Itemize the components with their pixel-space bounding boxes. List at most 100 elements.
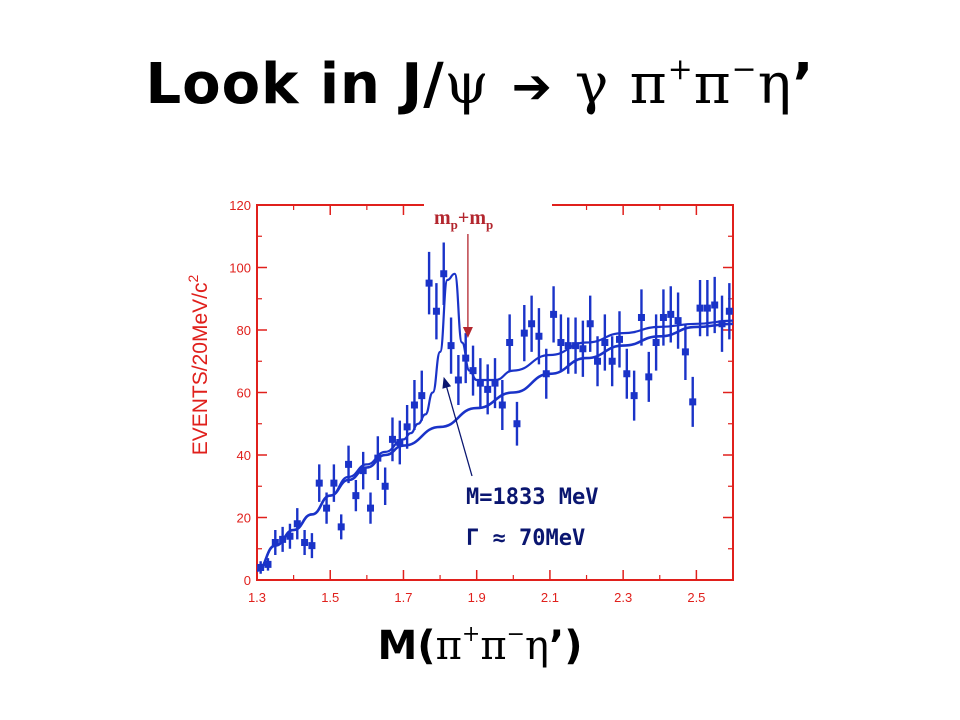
data-point-marker [689,398,697,406]
axis-label-mask [362,602,602,622]
y-axis-label-superscript: 2 [185,275,201,283]
data-point [454,355,462,405]
data-point-marker [572,342,580,350]
y-tick-label: 60 [237,386,251,401]
data-point-marker [586,320,594,328]
data-point-marker [550,310,558,318]
data-point [403,405,411,449]
data-point [630,370,638,421]
data-point [711,276,719,334]
x-axis-title-prefix: M( [377,623,436,669]
data-point-marker [469,367,477,375]
data-point-marker [718,320,726,328]
data-point [359,451,367,490]
data-point-marker [323,504,331,512]
threshold-arrow-head [462,327,473,338]
data-point-marker [513,420,521,428]
y-tick-label: 80 [237,323,251,338]
data-point [498,380,506,430]
data-point [337,514,345,540]
data-point-marker [674,317,682,325]
y-tick-label: 20 [237,511,251,526]
data-point-marker [608,357,616,365]
resonance-label-background [456,478,640,556]
data-point-marker [601,339,609,346]
data-point [615,311,623,368]
title-eta: η [757,52,793,117]
data-point [279,526,287,552]
data-point-marker [615,335,623,343]
data-point-marker [659,314,667,321]
threshold-label-plus: + [458,207,469,229]
x-tick-label: 2.3 [614,590,632,605]
data-point-marker [374,454,382,462]
data-point [301,530,309,555]
slide-title: Look in J/ψ ➔ γ π+π−η’ [0,52,960,117]
data-point [535,308,543,365]
data-point [286,523,294,549]
x-tick-label: 1.5 [321,590,339,605]
data-point [440,242,448,305]
data-point-marker [637,314,645,321]
data-point-marker [484,385,492,393]
data-point [264,558,272,571]
data-point [681,323,689,380]
data-point [330,464,338,502]
data-point [374,436,382,480]
data-point-marker [652,339,660,346]
data-point-marker [535,332,543,340]
data-point-marker [696,304,704,312]
data-point [594,336,602,387]
data-point-marker [542,370,550,378]
y-axis-label-text: EVENTS/20MeV/c [189,283,212,456]
data-point-marker [345,460,353,468]
data-point-marker [293,520,301,528]
data-point [696,280,704,337]
y-tick-label: 40 [237,448,251,463]
x-tick-label: 1.7 [394,590,412,605]
data-point [323,492,331,524]
data-point-marker [528,320,536,328]
data-point [652,314,660,371]
y-tick-label: 120 [229,198,251,213]
data-point-marker [432,307,440,315]
data-point [447,317,455,374]
y-axis-ticks: 0 20 40 60 80 100 120 [229,198,733,588]
x-tick-label: 2.1 [541,590,559,605]
data-point-marker [498,401,506,409]
x-axis-title-pi-minus: π [480,623,507,669]
data-point-marker [564,342,572,350]
threshold-label-m1: m [434,207,451,229]
data-point-marker [403,423,411,431]
data-point [689,376,697,427]
data-point-marker [301,539,309,546]
data-point-marker [410,401,418,409]
data-point-marker [462,354,470,362]
x-tick-label: 1.3 [248,590,266,605]
x-axis-title-pi-plus: π [435,623,462,669]
data-point [586,295,594,352]
x-axis-ticks: 1.3 1.5 1.7 1.9 2.1 2.3 2.5 [248,205,705,605]
data-point-marker [440,270,448,278]
title-prime: ’ [792,52,815,117]
data-point [293,508,301,540]
data-point [271,530,279,555]
data-point [345,445,353,484]
title-pi-plus: π [629,52,668,117]
data-point-marker [367,504,375,512]
x-tick-label: 1.9 [468,590,486,605]
data-point [557,314,565,371]
data-point-marker [264,560,272,568]
data-point [476,358,484,409]
title-minus-sign: − [731,52,758,87]
data-point [637,289,645,346]
data-points [257,242,733,574]
data-point [381,467,389,505]
data-point [659,289,667,346]
title-prefix: Look in J/ [145,52,445,117]
data-point-marker [703,304,711,312]
data-point-marker [352,492,360,500]
data-point [564,317,572,374]
resonance-arrow [445,385,473,477]
